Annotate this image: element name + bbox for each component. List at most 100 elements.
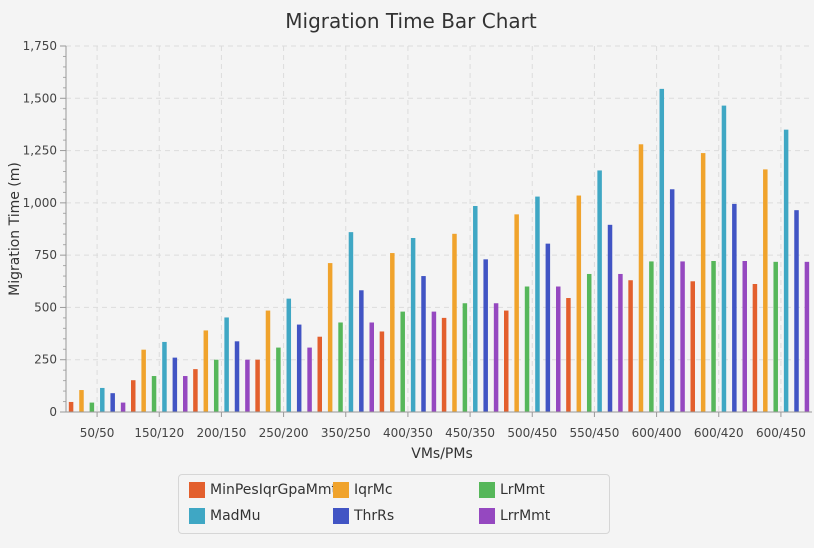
bar [307, 347, 312, 412]
bar [700, 153, 706, 412]
legend-swatch [479, 482, 495, 498]
bar [255, 359, 260, 412]
bar [545, 243, 551, 412]
bar [286, 298, 292, 412]
bar [586, 273, 592, 412]
bar [524, 286, 530, 412]
legend-item: LrrMmt [479, 508, 550, 524]
bar [183, 376, 188, 412]
legend-label: LrMmt [500, 482, 545, 498]
x-tick-label: 450/350 [445, 426, 495, 440]
bar [535, 196, 540, 412]
bar [379, 331, 385, 412]
legend-swatch [333, 508, 349, 524]
bar [245, 359, 250, 412]
bar [100, 387, 105, 412]
bar [162, 341, 167, 412]
bar [763, 169, 768, 412]
bar [265, 310, 271, 412]
x-tick-label: 500/450 [507, 426, 557, 440]
bar [68, 401, 74, 412]
x-tick-label: 50/50 [80, 426, 115, 440]
y-tick-label: 1,750 [23, 39, 57, 53]
bar [141, 349, 146, 412]
bar [659, 88, 665, 413]
bar [752, 284, 758, 412]
bar [203, 330, 209, 412]
bar [618, 273, 623, 412]
bar [296, 324, 302, 412]
bar [638, 144, 644, 412]
legend-label: LrrMmt [500, 508, 551, 524]
y-tick-label: 0 [49, 405, 57, 419]
bar [79, 390, 84, 412]
legend-item: MadMu [189, 508, 261, 524]
bar [172, 357, 178, 412]
bar [421, 276, 426, 412]
bar [669, 189, 675, 412]
x-tick-label: 200/150 [196, 426, 246, 440]
bar [213, 359, 219, 412]
legend-label: MinPesIqrGpaMmt [210, 482, 337, 498]
bar [711, 260, 716, 412]
y-tick-label: 1,000 [23, 196, 57, 210]
x-tick-label: 150/120 [134, 426, 184, 440]
bar [462, 303, 468, 412]
x-axis-label: VMs/PMs [411, 446, 472, 462]
bar [556, 286, 561, 412]
bar [276, 347, 281, 412]
bar [120, 402, 126, 412]
bar [224, 317, 229, 412]
y-tick-label: 750 [34, 248, 57, 262]
legend-swatch [333, 482, 349, 498]
x-tick-label: 600/400 [632, 426, 682, 440]
bar [566, 298, 571, 412]
bar [400, 311, 405, 412]
y-tick-label: 1,250 [23, 144, 57, 158]
bar [452, 233, 457, 412]
bar [348, 232, 354, 412]
legend-label: IqrMc [354, 482, 393, 498]
legend-item: IqrMc [333, 482, 393, 498]
bar [628, 280, 633, 412]
x-tick-label: 600/450 [756, 426, 806, 440]
bar [234, 341, 240, 412]
bar [773, 261, 778, 412]
legend-swatch [479, 508, 495, 524]
legend-label: ThrRs [354, 508, 395, 524]
legend-swatch [189, 508, 205, 524]
bar [649, 261, 654, 412]
bar [410, 237, 416, 412]
bar [359, 290, 364, 412]
x-tick-label: 250/200 [259, 426, 309, 440]
bar [721, 105, 727, 412]
legend: MinPesIqrGpaMmt IqrMc LrMmt MadMu ThrRs LrrMm… [178, 474, 610, 534]
chart-title: Migration Time Bar Chart [285, 9, 537, 33]
bar [317, 336, 322, 412]
bar [483, 259, 488, 412]
legend-item: MinPesIqrGpaMmt [189, 482, 337, 498]
bar [794, 210, 799, 412]
bar [804, 261, 810, 412]
bar [607, 224, 613, 412]
x-tick-label: 600/420 [694, 426, 744, 440]
legend-label: MadMu [210, 508, 261, 524]
bar [514, 214, 519, 412]
y-tick-label: 1,500 [23, 91, 57, 105]
grid-layer [66, 45, 812, 412]
bar [690, 281, 695, 412]
y-tick-label: 250 [34, 353, 57, 367]
bar [338, 322, 343, 412]
bar [783, 129, 789, 412]
bar [327, 263, 333, 412]
bar [193, 369, 198, 412]
axis-layer: 0 250 500 750 1,000 1,250 1,500 1,750 50/50 150/1… [23, 39, 812, 440]
bar [151, 376, 157, 412]
bar [131, 380, 136, 412]
y-tick-label: 500 [34, 300, 57, 314]
legend-item: LrMmt [479, 482, 545, 498]
bar [680, 261, 685, 412]
bar [742, 260, 747, 412]
bar [732, 203, 737, 412]
